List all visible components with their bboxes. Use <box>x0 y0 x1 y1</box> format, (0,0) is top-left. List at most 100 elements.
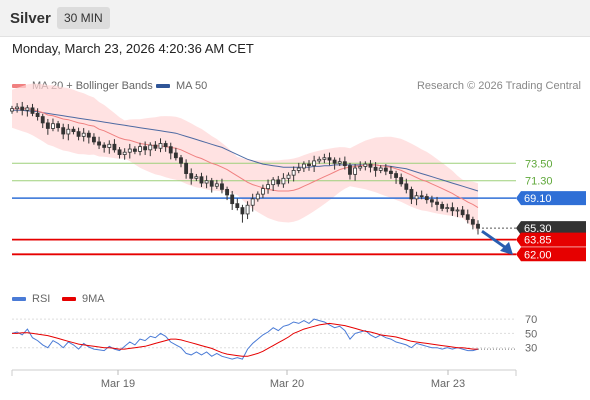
candle-body-78 <box>409 188 414 200</box>
candle-body-74 <box>389 170 393 174</box>
candle-body-7 <box>45 122 50 129</box>
candle-body-10 <box>61 127 66 135</box>
candle-body-39 <box>209 180 214 187</box>
candle-body-61 <box>322 157 327 160</box>
candle-body-67 <box>353 167 358 175</box>
candle-body-18 <box>102 144 107 148</box>
candle-body-86 <box>450 207 455 212</box>
candle-body-17 <box>97 141 101 146</box>
candle-body-36 <box>194 176 199 179</box>
candle-body-77 <box>404 183 409 190</box>
legend-rsi-ma-label: 9MA <box>82 293 105 305</box>
legend-ma50: MA 50 <box>156 80 207 92</box>
level-label-5: 62.00 <box>524 249 552 261</box>
candle-body-91 <box>476 223 480 229</box>
rsi-series-0 <box>11 318 479 360</box>
candle-body-46 <box>245 204 250 215</box>
candle-body-29 <box>158 143 163 149</box>
level-label-0: 73.50 <box>525 158 553 170</box>
candle-body-12 <box>71 128 76 133</box>
instrument-title: Silver <box>10 10 51 27</box>
moving-averages <box>12 108 479 209</box>
candle-body-40 <box>214 183 219 187</box>
chart-header-bar: Silver 30 MIN <box>0 0 590 37</box>
candle-body-89 <box>465 214 470 220</box>
candle-body-83 <box>435 201 439 205</box>
candle-body-20 <box>112 143 117 151</box>
candle-body-26 <box>143 146 148 151</box>
candle-body-72 <box>378 167 383 171</box>
candle-body-41 <box>220 183 224 190</box>
level-label-3: 65.30 <box>524 223 552 235</box>
candle-body-90 <box>470 219 475 225</box>
rsi-tick-0: 70 <box>525 314 537 326</box>
x-axis: Mar 19 Mar 20 Mar 23 <box>11 369 517 390</box>
candle-body-59 <box>312 160 317 167</box>
rsi-ma-swatch <box>62 297 76 301</box>
candle-body-48 <box>255 193 260 200</box>
bollinger-swatch <box>12 84 26 88</box>
candle-body-81 <box>424 196 429 201</box>
x-tick-label-2: Mar 23 <box>431 378 465 390</box>
level-label-1: 71.30 <box>525 176 553 188</box>
candle-body-1 <box>15 106 20 110</box>
candle-body-45 <box>240 207 245 215</box>
candle-body-43 <box>230 194 235 205</box>
legend-rsi: RSI <box>12 293 50 305</box>
candle-body-35 <box>189 173 194 179</box>
candle-body-5 <box>35 113 40 117</box>
candle-body-30 <box>163 143 168 148</box>
level-tag-5 <box>516 247 586 262</box>
ma50-line <box>12 109 479 192</box>
candle-body-64 <box>337 161 342 164</box>
level-tag-3 <box>516 221 586 236</box>
candle-body-16 <box>92 136 96 143</box>
candle-body-38 <box>204 180 209 184</box>
forecast-arrow <box>481 229 513 255</box>
forecast-arrow-shaft <box>481 229 507 250</box>
candle-body-73 <box>383 167 388 172</box>
x-tick-label-1: Mar 20 <box>270 378 304 390</box>
candles <box>10 101 480 235</box>
level-label-4: 63.85 <box>524 235 552 247</box>
timeframe-badge[interactable]: 30 MIN <box>57 7 110 29</box>
candle-body-33 <box>179 157 183 164</box>
candle-body-70 <box>368 163 373 168</box>
candle-body-76 <box>399 177 404 185</box>
candle-body-80 <box>419 195 424 198</box>
candle-body-14 <box>81 132 86 137</box>
candle-body-65 <box>342 161 347 167</box>
candle-body-37 <box>199 176 204 184</box>
copyright-note: Research © 2026 Trading Central <box>416 80 581 92</box>
x-tick-label-0: Mar 19 <box>101 378 135 390</box>
bollinger-bands <box>12 83 478 232</box>
candle-body-49 <box>261 188 265 195</box>
candle-body-50 <box>266 184 270 190</box>
candle-body-28 <box>153 144 158 149</box>
candle-body-15 <box>86 132 91 138</box>
candle-body-21 <box>117 149 122 155</box>
ma20-line <box>12 108 479 209</box>
level-tag-4 <box>516 232 586 247</box>
candle-body-32 <box>173 152 178 159</box>
candle-body-9 <box>56 123 61 129</box>
legend-ma50-label: MA 50 <box>176 80 208 92</box>
candle-body-60 <box>317 158 322 162</box>
rsi-tick-2: 30 <box>525 343 537 355</box>
candle-body-4 <box>30 107 35 114</box>
candle-body-13 <box>76 131 81 137</box>
ma50-swatch <box>156 84 170 88</box>
candle-body-25 <box>138 146 142 152</box>
candle-body-84 <box>440 204 445 209</box>
candle-body-6 <box>40 116 45 124</box>
candle-body-52 <box>276 179 281 185</box>
candle-body-44 <box>235 203 240 208</box>
candle-body-69 <box>363 163 368 167</box>
level-tag-2 <box>516 191 586 206</box>
candle-body-2 <box>20 106 25 111</box>
rsi-tick-1: 50 <box>525 328 537 340</box>
legend-rsi-ma: 9MA <box>62 293 105 305</box>
candle-body-24 <box>132 148 137 152</box>
